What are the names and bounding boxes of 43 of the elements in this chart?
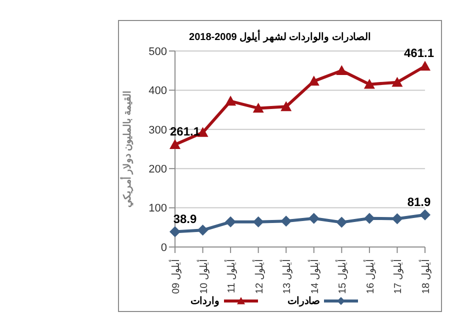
x-tick-label: أيلول 09 — [169, 259, 182, 294]
legend-label: واردات — [190, 295, 220, 307]
data-label: 38.9 — [173, 212, 197, 226]
point — [280, 216, 292, 227]
point — [420, 209, 430, 220]
point — [308, 212, 320, 224]
point — [308, 76, 320, 86]
x-tick-label: أيلول 12 — [252, 259, 266, 294]
point — [364, 78, 375, 89]
y-tick-label: 200 — [148, 164, 167, 176]
y-tick-label: 300 — [148, 124, 167, 136]
point — [225, 96, 236, 106]
point — [280, 101, 292, 112]
y-axis-title: القيمة بالمليون دولار أمريكي — [120, 90, 134, 208]
point — [336, 65, 348, 75]
point — [364, 212, 375, 224]
point — [197, 224, 208, 236]
data-label: 261.1 — [170, 124, 200, 139]
x-tick-label: أيلول 14 — [308, 259, 321, 294]
y-tick-label: 0 — [160, 242, 167, 254]
x-tick-label: أيلول 17 — [391, 259, 404, 294]
chart-title: الصادرات والواردات لشهر أيلول 2009-2018 — [188, 31, 372, 43]
y-tick-label: 500 — [148, 46, 167, 58]
y-tick-label: 400 — [148, 85, 167, 98]
y-tick-label: 100 — [148, 202, 167, 215]
point — [225, 216, 236, 228]
x-tick-label: أيلول 16 — [363, 259, 376, 294]
x-tick-label: أيلول 11 — [224, 259, 238, 294]
point — [170, 226, 180, 238]
x-tick-label: أيلول 18 — [419, 259, 432, 294]
legend-label: صادرات — [288, 295, 320, 307]
x-tick-label: أيلول 15 — [336, 259, 349, 294]
point — [170, 139, 180, 150]
x-tick-label: أيلول 10 — [196, 259, 210, 294]
point — [392, 76, 403, 87]
data-label: 461.1 — [404, 46, 434, 60]
point — [336, 216, 348, 228]
point — [252, 102, 264, 113]
point — [252, 216, 264, 228]
data-label: 81.9 — [407, 194, 431, 209]
point — [420, 60, 430, 71]
point — [392, 213, 403, 224]
x-tick-label: أيلول 13 — [280, 259, 294, 294]
